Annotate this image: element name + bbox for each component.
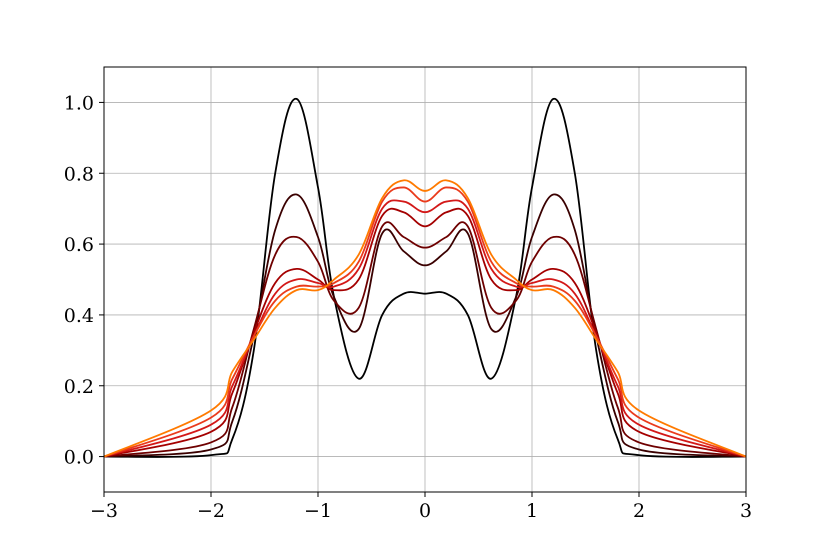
y-tick-label: 0.2 — [64, 376, 94, 398]
x-tick-label: −1 — [304, 500, 332, 522]
x-tick-label: −2 — [197, 500, 225, 522]
x-tick-label: 2 — [633, 500, 645, 522]
x-tick-label: 0 — [419, 500, 431, 522]
series-line-1 — [104, 97, 746, 458]
x-tick-label: −3 — [90, 500, 118, 522]
x-axis-ticks: −3 −2 −1 0 1 2 3 — [90, 492, 752, 522]
series-line-4 — [104, 207, 746, 458]
x-tick-label: 3 — [740, 500, 752, 522]
series-line-5 — [104, 199, 746, 458]
series-line-3 — [104, 221, 746, 458]
y-tick-label: 0.6 — [64, 234, 94, 256]
series-line-2 — [104, 193, 746, 458]
grid — [103, 67, 747, 492]
series-line-7 — [104, 179, 746, 458]
y-tick-label: 1.0 — [64, 92, 94, 114]
y-axis-ticks: 0.0 0.2 0.4 0.6 0.8 1.0 — [64, 92, 104, 469]
y-tick-label: 0.4 — [64, 305, 94, 327]
series-line-6 — [104, 186, 746, 458]
x-tick-label: 1 — [526, 500, 538, 522]
y-tick-label: 0.0 — [64, 447, 94, 469]
series-group — [104, 97, 746, 458]
y-tick-label: 0.8 — [64, 163, 94, 185]
